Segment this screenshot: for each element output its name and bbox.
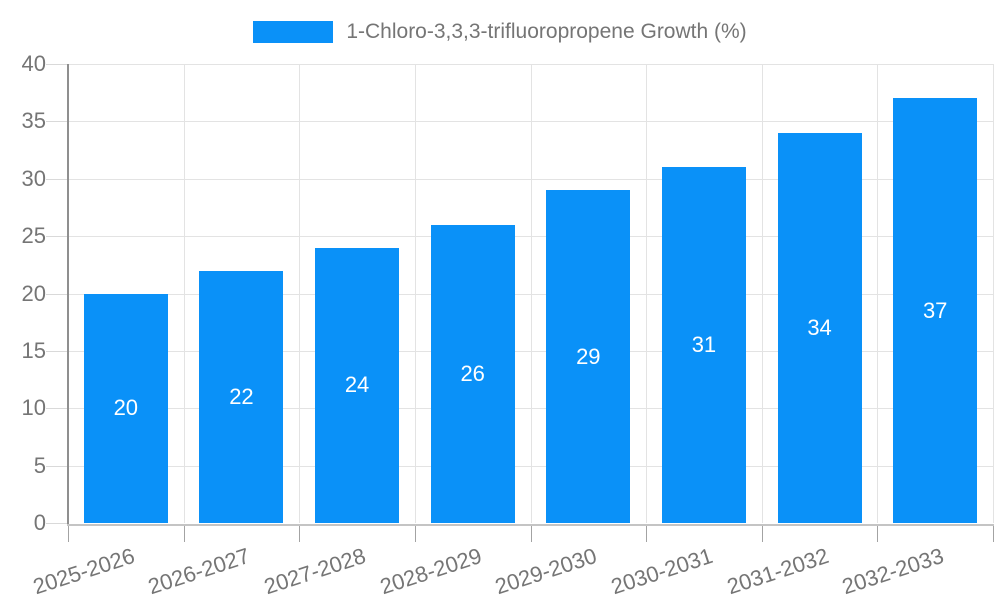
bar-2026-2027[interactable] bbox=[199, 270, 284, 523]
bar-value-label: 29 bbox=[576, 343, 601, 369]
y-axis-line bbox=[67, 64, 69, 525]
bar-value-label: 20 bbox=[113, 395, 139, 421]
x-gridline-3 bbox=[414, 64, 416, 523]
bar-2031-2032[interactable] bbox=[777, 132, 862, 523]
bar-2027-2028[interactable] bbox=[315, 247, 400, 523]
bar-value-label: 26 bbox=[460, 360, 485, 386]
legend-label: 1-Chloro-3,3,3-trifluoropropene Growth (… bbox=[346, 20, 747, 43]
x-tick-7 bbox=[877, 525, 879, 542]
bar-value-label: 34 bbox=[807, 314, 832, 340]
y-tick-label-15: 15 bbox=[21, 337, 46, 363]
y-tick-label-10: 10 bbox=[21, 395, 46, 421]
y-tick-15 bbox=[46, 350, 68, 352]
y-tick-label-40: 40 bbox=[21, 51, 46, 76]
x-gridline-8 bbox=[993, 64, 994, 523]
x-tick-8 bbox=[993, 525, 994, 542]
y-tick-label-20: 20 bbox=[21, 280, 46, 306]
bar-2032-2033[interactable] bbox=[893, 98, 978, 523]
y-tick-label-35: 35 bbox=[21, 108, 46, 134]
x-gridline-2 bbox=[299, 64, 301, 523]
y-tick-label-25: 25 bbox=[21, 223, 46, 249]
legend-item[interactable]: 1-Chloro-3,3,3-trifluoropropene Growth (… bbox=[253, 20, 747, 44]
x-gridline-7 bbox=[877, 64, 879, 523]
bar-value-label: 22 bbox=[229, 383, 254, 409]
x-gridline-5 bbox=[646, 64, 648, 523]
y-tick-label-0: 0 bbox=[33, 510, 46, 535]
x-tick-2 bbox=[299, 525, 301, 542]
x-gridline-1 bbox=[183, 64, 185, 523]
bar-2028-2029[interactable] bbox=[430, 224, 515, 523]
y-tick-20 bbox=[46, 293, 68, 295]
bar-value-label: 24 bbox=[344, 372, 370, 398]
y-tick-10 bbox=[46, 408, 68, 410]
x-gridline-6 bbox=[761, 64, 763, 523]
y-tick-40 bbox=[46, 64, 68, 65]
y-tick-label-5: 5 bbox=[33, 452, 46, 478]
bar-2030-2031[interactable] bbox=[661, 167, 746, 523]
y-tick-30 bbox=[46, 178, 68, 180]
x-tick-4 bbox=[530, 525, 532, 542]
bar-2029-2030[interactable] bbox=[546, 190, 631, 523]
bar-value-label: 31 bbox=[691, 332, 717, 358]
y-tick-5 bbox=[46, 465, 68, 467]
y-tick-25 bbox=[46, 236, 68, 238]
x-gridline-4 bbox=[530, 64, 532, 523]
y-tick-0 bbox=[46, 523, 68, 524]
x-tick-5 bbox=[646, 525, 648, 542]
x-tick-0 bbox=[68, 525, 69, 542]
x-tick-1 bbox=[183, 525, 185, 542]
y-tick-35 bbox=[46, 121, 68, 123]
x-tick-6 bbox=[761, 525, 763, 542]
x-axis-line bbox=[67, 524, 994, 526]
bar-value-label: 37 bbox=[922, 297, 948, 323]
chart-legend: 1-Chloro-3,3,3-trifluoropropene Growth (… bbox=[0, 10, 1000, 54]
legend-color-swatch bbox=[253, 21, 334, 43]
bar-2025-2026[interactable] bbox=[83, 293, 168, 523]
x-tick-3 bbox=[414, 525, 416, 542]
y-tick-label-30: 30 bbox=[21, 165, 46, 191]
